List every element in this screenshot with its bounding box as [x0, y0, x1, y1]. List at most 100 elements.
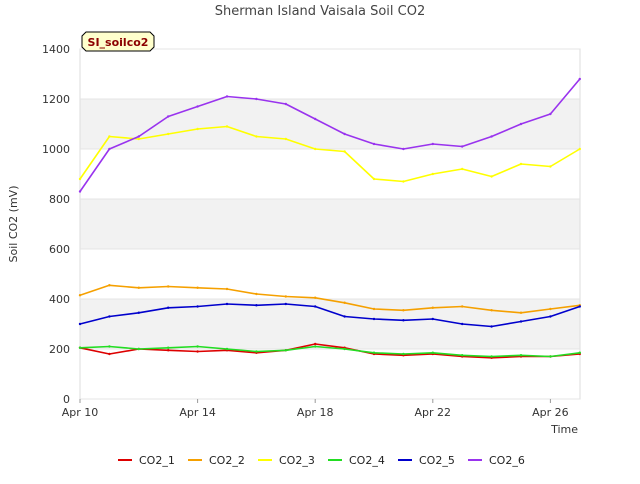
data-point — [490, 309, 493, 312]
data-point — [314, 345, 317, 348]
legend-label: CO2_5 — [419, 454, 455, 467]
x-tick-label: Apr 18 — [297, 406, 334, 419]
data-point — [255, 135, 258, 138]
series-line-co2-6 — [79, 78, 581, 192]
series-lines — [78, 77, 581, 359]
data-point — [108, 147, 111, 151]
y-tick-label: 1200 — [42, 93, 70, 106]
gridlines — [80, 48, 580, 400]
data-point — [314, 117, 317, 121]
plot-band — [80, 249, 580, 299]
data-point — [137, 347, 140, 351]
data-point — [196, 350, 199, 353]
chart-title: Sherman Island Vaisala Soil CO2 — [215, 4, 425, 19]
data-point — [78, 346, 82, 349]
data-point — [549, 307, 552, 311]
data-point — [137, 311, 140, 314]
data-point — [255, 350, 258, 353]
legend-label: CO2_3 — [279, 454, 315, 467]
data-point — [402, 319, 405, 322]
series-line-co2-5 — [79, 303, 581, 328]
data-point — [549, 165, 552, 168]
series-line-co2-2 — [79, 284, 580, 314]
legend-item: CO2_2 — [188, 454, 245, 467]
data-point — [314, 147, 317, 151]
legend-label: CO2_4 — [349, 454, 385, 467]
data-point — [372, 177, 376, 181]
data-point — [108, 135, 111, 138]
data-point — [372, 307, 376, 311]
data-point — [167, 115, 170, 118]
data-point — [431, 172, 434, 176]
x-tick-label: Apr 22 — [415, 406, 452, 419]
data-point — [255, 97, 258, 101]
data-point — [343, 347, 346, 351]
data-point — [578, 351, 581, 354]
data-point — [490, 325, 493, 328]
data-point — [519, 122, 523, 126]
data-point — [255, 304, 258, 307]
data-point — [461, 145, 464, 148]
data-point — [578, 147, 581, 151]
y-tick-label: 600 — [49, 243, 70, 256]
data-point — [196, 105, 199, 108]
legend: CO2_1 CO2_2 CO2_3 CO2_4 CO2_5 CO2_6 — [118, 454, 525, 467]
plot-band — [80, 149, 580, 199]
data-point — [343, 132, 346, 136]
data-point — [549, 315, 552, 318]
data-point — [167, 285, 170, 288]
data-point — [137, 137, 140, 141]
data-point — [490, 355, 493, 358]
data-point — [372, 317, 376, 321]
data-point — [196, 305, 199, 308]
data-point — [137, 286, 140, 289]
plot-band — [80, 199, 580, 249]
data-point — [167, 306, 170, 309]
y-tick-label: 800 — [49, 193, 70, 206]
legend-item: CO2_3 — [258, 454, 315, 467]
legend-label: CO2_2 — [209, 454, 245, 467]
data-point — [108, 345, 111, 348]
y-tick-label: 1400 — [42, 43, 70, 56]
data-point — [519, 162, 523, 166]
series-line-co2-1 — [79, 343, 580, 359]
y-axis-ticks: 0 200 400 600 800 1000 1200 1400 — [42, 43, 70, 406]
data-point — [461, 354, 464, 357]
data-point — [431, 317, 434, 321]
data-point — [196, 286, 199, 289]
legend-label: CO2_1 — [139, 454, 175, 467]
data-point — [402, 180, 405, 183]
data-point — [225, 125, 229, 128]
data-point — [519, 320, 523, 323]
data-point — [225, 95, 229, 98]
data-point — [431, 306, 434, 309]
legend-item: CO2_1 — [118, 454, 175, 467]
data-point — [490, 135, 493, 138]
data-point — [78, 177, 82, 181]
data-point — [314, 296, 317, 299]
data-point — [578, 77, 581, 81]
y-tick-label: 0 — [63, 393, 70, 406]
data-point — [137, 135, 140, 138]
data-point — [108, 352, 111, 356]
y-tick-label: 1000 — [42, 143, 70, 156]
data-point — [343, 150, 346, 153]
plot-band — [80, 49, 580, 99]
data-point — [78, 294, 82, 297]
data-point — [431, 142, 434, 146]
x-tick-label: Apr 10 — [62, 406, 99, 419]
data-point — [490, 175, 493, 178]
data-point — [461, 167, 464, 171]
data-point — [314, 342, 317, 346]
data-point — [167, 132, 170, 136]
data-point — [167, 346, 170, 349]
data-point — [343, 301, 346, 304]
data-point — [225, 347, 229, 351]
data-point — [372, 142, 376, 146]
legend-item: CO2_6 — [468, 454, 525, 467]
plot-band — [80, 299, 580, 349]
data-point — [402, 352, 405, 356]
data-point — [549, 112, 552, 116]
